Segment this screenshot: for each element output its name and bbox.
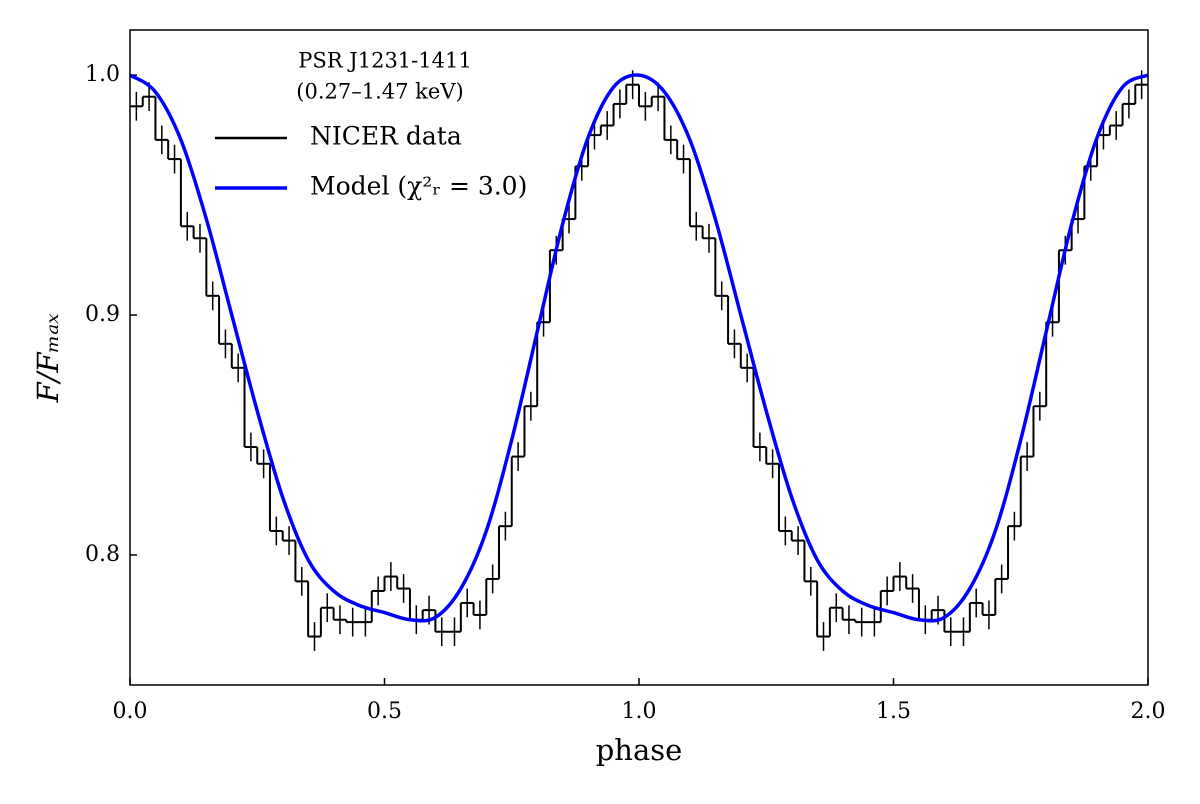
y-tick-label: 1.0 — [85, 62, 120, 87]
x-tick-label: 2.0 — [1131, 699, 1166, 724]
legend-label: NICER data — [310, 122, 462, 151]
plot-frame — [129, 29, 1149, 686]
y-tick-label: 0.9 — [85, 302, 120, 327]
annotation: PSR J1231-1411 — [298, 49, 471, 73]
annotation: (0.27–1.47 keV) — [296, 80, 463, 104]
x-tick-label: 0.5 — [367, 699, 402, 724]
y-axis-label: F/Fₘₐₓ — [31, 313, 65, 404]
x-tick-label: 1.5 — [876, 699, 911, 724]
x-axis-label: phase — [596, 733, 683, 767]
x-tick-label: 0.0 — [113, 699, 148, 724]
x-tick-label: 1.0 — [622, 699, 657, 724]
model-line — [129, 73, 1149, 623]
y-tick-label: 0.8 — [85, 542, 120, 567]
legend-label: Model (χ²ᵣ = 3.0) — [310, 172, 527, 201]
